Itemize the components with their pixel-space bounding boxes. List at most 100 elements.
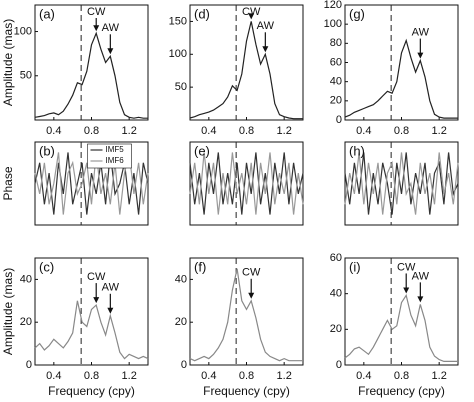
x-tick-label: 0.8: [84, 125, 99, 137]
y-axis-label: Phase: [1, 166, 15, 200]
panel-label: (d): [194, 6, 210, 21]
y-tick-label: 60: [330, 56, 342, 68]
annotation: CW: [397, 261, 416, 273]
arrow-head: [248, 13, 255, 20]
y-tick-label: 100: [324, 18, 342, 30]
y-tick-label: 50: [20, 70, 32, 82]
annotation: AW: [102, 282, 120, 294]
arrow-head: [107, 48, 114, 55]
series-line: [34, 31, 148, 119]
panel-label: (g): [349, 6, 365, 21]
series-line: [344, 293, 458, 362]
arrow-head: [417, 296, 424, 303]
y-tick-label: 100: [14, 25, 32, 37]
y-tick-label: 50: [175, 81, 187, 93]
y-axis-label: Amplitude (mas): [1, 268, 15, 355]
arrow-head: [93, 25, 100, 32]
annotation: CW: [87, 271, 106, 283]
arrow-head: [93, 297, 100, 304]
y-tick-label: 40: [330, 76, 342, 88]
annotation: AW: [102, 22, 120, 34]
plot-frame: [189, 141, 304, 226]
panel: (e): [189, 141, 304, 226]
y-tick-label: 100: [169, 48, 187, 60]
x-tick-label: 0.4: [46, 370, 61, 382]
y-tick-label: 0: [336, 359, 342, 371]
series-line: [34, 300, 149, 360]
panel-label: (e): [194, 143, 210, 158]
x-tick-label: 1.2: [122, 370, 137, 382]
series-line: [344, 152, 459, 215]
x-tick-label: 0.8: [239, 370, 254, 382]
y-tick-label: 0: [336, 114, 342, 126]
x-tick-label: 0.8: [84, 370, 99, 382]
panel: 50 100 0.4 0.8 1.2 (a) Amplitude (mas) CW AW: [1, 4, 149, 137]
y-tick-label: 40: [20, 273, 32, 285]
arrow-head: [107, 307, 114, 314]
series-line: [344, 152, 459, 215]
series-line: [189, 21, 303, 120]
panel: 0 20 40 0.4 0.8 1.2 (f) Frequency (cpy) CW: [175, 257, 304, 398]
y-tick-label: 20: [20, 316, 32, 328]
plot-frame: [344, 4, 459, 121]
y-tick-label: 40: [330, 288, 342, 300]
arrow-head: [248, 292, 255, 299]
series-line: [344, 38, 458, 119]
x-tick-label: 0.4: [356, 370, 371, 382]
panel-label: (a): [39, 6, 55, 21]
y-tick-label: 20: [330, 95, 342, 107]
x-axis-label: Frequency (cpy): [48, 384, 135, 398]
legend-box: [87, 143, 132, 169]
plot-frame: [189, 4, 304, 121]
x-tick-label: 1.2: [277, 125, 292, 137]
y-tick-label: 0: [181, 359, 187, 371]
annotation: AW: [412, 26, 430, 38]
series-line: [34, 152, 149, 215]
x-tick-label: 0.4: [201, 125, 216, 137]
x-axis-label: Frequency (cpy): [358, 384, 445, 398]
panel-label: (f): [194, 259, 206, 274]
y-tick-label: 20: [175, 316, 187, 328]
x-tick-label: 0.8: [394, 370, 409, 382]
annotation: CW: [242, 6, 261, 18]
x-tick-label: 0.4: [201, 370, 216, 382]
x-tick-label: 0.8: [239, 125, 254, 137]
x-axis-label: Frequency (cpy): [203, 384, 290, 398]
x-tick-label: 1.2: [432, 370, 447, 382]
annotation: CW: [242, 267, 261, 279]
panel: (b) Phase IMF5 IMF6: [1, 141, 149, 226]
arrow-head: [262, 46, 269, 53]
panel-label: (h): [349, 143, 365, 158]
legend-label: IMF6: [106, 156, 125, 165]
panel-label: (i): [349, 259, 361, 274]
panel-label: (c): [39, 259, 54, 274]
x-tick-label: 1.2: [432, 125, 447, 137]
annotation: AW: [412, 270, 430, 282]
panel-label: (b): [39, 143, 55, 158]
x-tick-label: 1.2: [277, 370, 292, 382]
y-tick-label: 120: [324, 0, 342, 11]
y-tick-label: 0: [26, 359, 32, 371]
y-tick-label: 40: [175, 273, 187, 285]
series-line: [189, 268, 303, 362]
series-line: [189, 152, 304, 215]
arrow-head: [417, 52, 424, 59]
annotation: AW: [257, 20, 275, 32]
x-tick-label: 0.4: [356, 125, 371, 137]
panel: 50 100 150 0.4 0.8 1.2 (d) CW AW: [169, 4, 304, 137]
annotation: CW: [87, 6, 106, 18]
y-tick-label: 20: [330, 323, 342, 335]
panel: 0 20 40 0.4 0.8 1.2 (c) Amplitude (mas) Frequenc…: [1, 257, 149, 398]
x-tick-label: 0.4: [46, 125, 61, 137]
x-tick-label: 1.2: [122, 125, 137, 137]
plot-frame: [34, 4, 149, 121]
x-tick-label: 0.8: [394, 125, 409, 137]
panel: (h): [344, 141, 459, 226]
y-axis-label: Amplitude (mas): [1, 19, 15, 106]
legend-label: IMF5: [106, 145, 125, 154]
y-tick-label: 80: [330, 37, 342, 49]
y-tick-label: 150: [169, 15, 187, 27]
